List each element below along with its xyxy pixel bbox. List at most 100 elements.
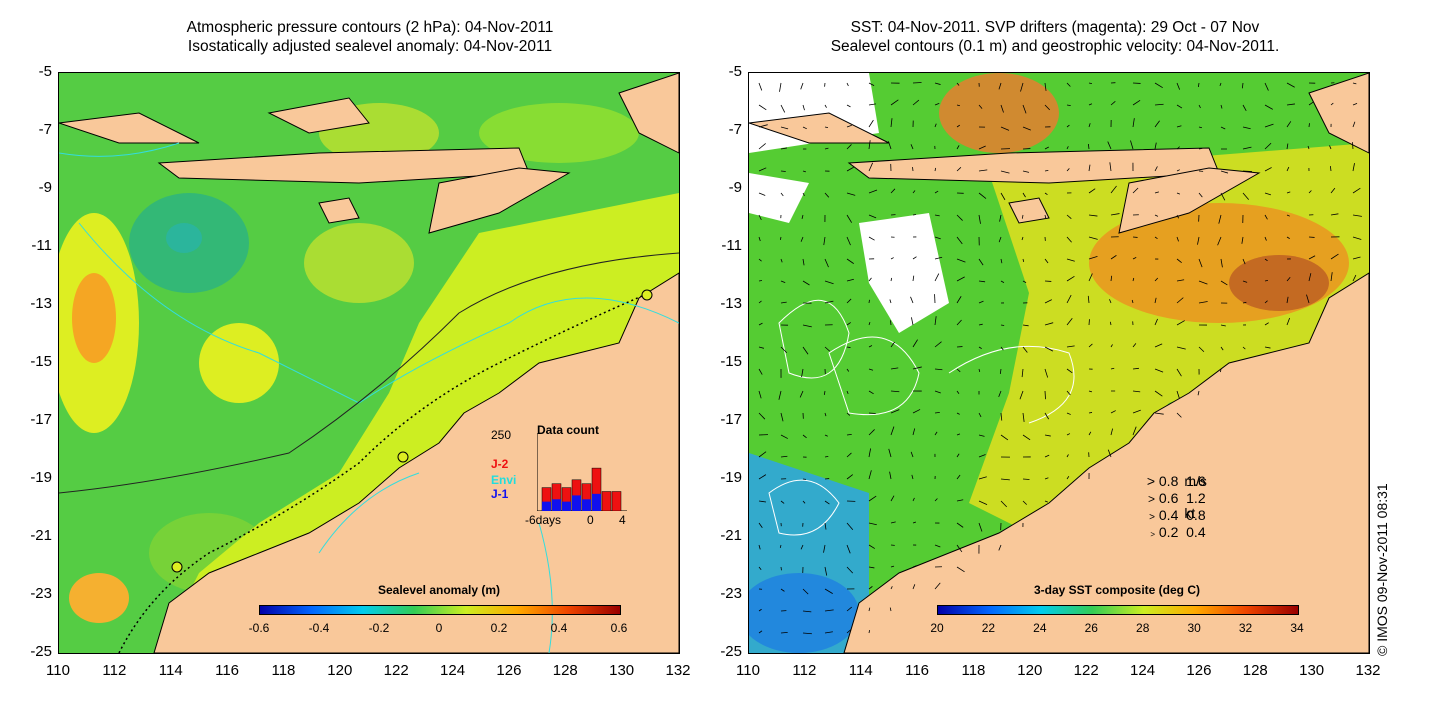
velocity-arrow	[1154, 297, 1157, 304]
y-tick: -23	[720, 585, 742, 602]
velocity-arrow	[1044, 434, 1051, 437]
velocity-arrow	[1000, 280, 1005, 284]
velocity-legend-arrow-icon: >	[1147, 492, 1155, 506]
velocity-arrow	[934, 273, 940, 282]
velocity-arrow	[1308, 273, 1312, 282]
velocity-arrow	[1352, 214, 1362, 217]
velocity-arrow	[978, 280, 986, 283]
tide-gauge-3[interactable]	[171, 561, 183, 573]
velocity-arrow	[1130, 140, 1134, 150]
velocity-legend-kt-value: 1.6	[1186, 473, 1206, 489]
velocity-arrow	[1000, 104, 1004, 113]
bathymetry-contour	[59, 142, 679, 404]
velocity-arrow	[956, 522, 964, 528]
velocity-arrow	[1242, 301, 1247, 304]
velocity-arrow	[1000, 346, 1004, 351]
velocity-arrow	[978, 454, 986, 458]
velocity-arrow	[846, 124, 852, 128]
velocity-arrow	[934, 368, 943, 371]
velocity-arrow	[1352, 163, 1355, 172]
velocity-legend-arrow-icon: >	[1149, 512, 1155, 523]
velocity-arrow	[802, 280, 810, 286]
velocity-arrow	[801, 214, 804, 219]
velocity-arrow	[1109, 299, 1112, 304]
x-tick: 128	[1242, 662, 1268, 679]
inset-legend-envi: Envi	[491, 473, 517, 487]
y-tick: -19	[720, 469, 742, 486]
velocity-arrow	[1352, 121, 1356, 128]
velocity-arrow	[934, 236, 941, 240]
anomaly-mid	[304, 223, 414, 303]
velocity-arrow	[889, 471, 892, 480]
velocity-arrow	[1264, 346, 1271, 349]
x-tick: 120	[1017, 662, 1043, 679]
velocity-arrow	[758, 124, 768, 128]
island-sumba	[318, 197, 360, 224]
velocity-arrow	[1176, 82, 1181, 90]
velocity-arrow	[824, 631, 833, 634]
velocity-arrow	[934, 123, 937, 128]
velocity-arrow	[1088, 431, 1092, 436]
velocity-arrow	[1132, 409, 1141, 414]
velocity-arrow	[1264, 192, 1272, 196]
histogram-bar-j2	[581, 483, 592, 511]
velocity-arrow	[956, 258, 966, 263]
velocity-legend-row: > 0.8 1.6	[1131, 473, 1206, 489]
velocity-arrow	[1242, 258, 1246, 265]
velocity-arrow	[890, 409, 900, 414]
left-title-line1: Atmospheric pressure contours (2 hPa): 0…	[186, 19, 554, 36]
velocity-arrow	[802, 434, 807, 439]
velocity-arrow	[934, 544, 941, 548]
velocity-arrow	[956, 474, 961, 480]
velocity-arrow	[824, 300, 834, 304]
velocity-arrow	[846, 522, 854, 531]
velocity-arrow	[890, 586, 893, 590]
velocity-arrow	[956, 412, 960, 415]
y-tick: -15	[30, 353, 52, 370]
colorbar-tick: 24	[1033, 621, 1047, 635]
velocity-arrow	[1264, 322, 1269, 326]
velocity-arrow	[999, 368, 1002, 375]
velocity-arrow	[1000, 126, 1010, 131]
velocity-arrow	[1088, 343, 1093, 348]
velocity-legend-arrow-icon: >	[1150, 530, 1155, 539]
velocity-arrow	[956, 368, 961, 373]
right-map[interactable]: m/s kt > 0.8 1.6 > 0.6 1.2 > 0.4 0.8 > 0.2 …	[748, 72, 1370, 654]
velocity-arrow	[1352, 103, 1358, 106]
velocity-arrow	[956, 499, 964, 502]
velocity-arrow	[978, 500, 988, 505]
tide-gauge-2[interactable]	[397, 451, 409, 463]
velocity-arrow	[1154, 343, 1163, 348]
velocity-arrow	[912, 366, 922, 370]
velocity-arrow	[846, 144, 852, 150]
x-tick: 116	[215, 662, 240, 679]
velocity-arrow	[1176, 412, 1182, 418]
velocity-arrow	[1306, 294, 1310, 304]
velocity-arrow	[780, 588, 785, 592]
velocity-arrow	[1242, 170, 1253, 172]
velocity-arrow	[1176, 236, 1179, 242]
velocity-arrow	[1044, 500, 1049, 503]
velocity-legend-header: m/s kt	[1161, 457, 1207, 537]
velocity-arrow	[758, 544, 761, 550]
left-title-line2: Isostatically adjusted sealevel anomaly:…	[187, 38, 553, 55]
velocity-arrow	[1198, 346, 1205, 353]
velocity-arrow	[1217, 236, 1222, 246]
velocity-arrow	[758, 258, 762, 262]
y-tick: -13	[30, 295, 52, 312]
velocity-arrow	[912, 409, 921, 414]
velocity-arrows	[758, 82, 1362, 635]
velocity-arrow	[912, 190, 916, 194]
velocity-arrow	[1286, 191, 1291, 194]
velocity-arrow	[780, 434, 788, 439]
velocity-arrow	[802, 192, 805, 197]
velocity-arrow	[934, 167, 937, 172]
x-tick: 112	[102, 662, 127, 679]
x-tick: 114	[848, 662, 873, 679]
velocity-arrow	[1330, 213, 1339, 216]
tide-gauge-1[interactable]	[641, 289, 653, 301]
velocity-arrow	[758, 192, 766, 196]
velocity-arrow	[1176, 320, 1185, 326]
island-timor-right	[1118, 167, 1261, 234]
left-map[interactable]: 250 Data count J-2 Envi J-1 -6days 0 4 S…	[58, 72, 680, 654]
